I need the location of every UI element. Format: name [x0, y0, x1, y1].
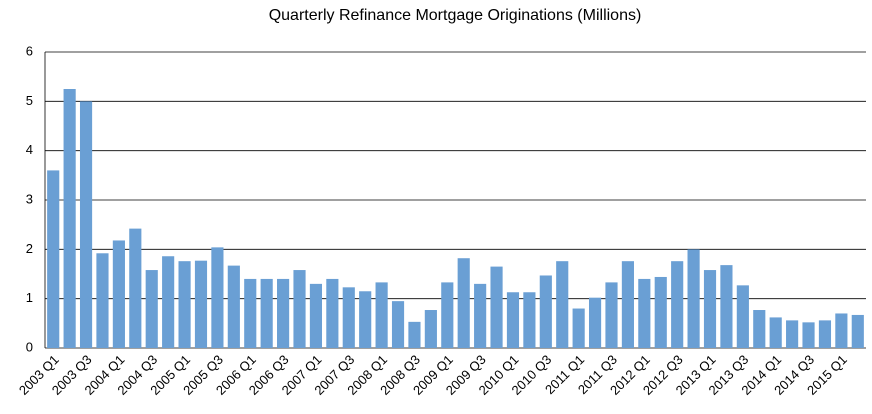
bar [720, 265, 733, 348]
bar [277, 278, 290, 348]
bar [178, 261, 191, 348]
y-tick-label: 4 [26, 142, 33, 157]
bar [687, 249, 700, 348]
bar [391, 301, 405, 348]
bar [818, 320, 832, 348]
bar [769, 317, 782, 348]
y-tick-label: 3 [26, 191, 33, 206]
bar [293, 270, 306, 348]
y-tick-label: 2 [26, 241, 33, 256]
bar [457, 258, 470, 348]
bar [556, 261, 569, 348]
bar [79, 101, 93, 348]
bar [194, 260, 208, 348]
bar [441, 282, 454, 348]
bar [375, 282, 388, 348]
bar [260, 278, 273, 348]
bar [802, 322, 815, 348]
bar [621, 261, 634, 348]
chart-title: Quarterly Refinance Mortgage Origination… [269, 7, 642, 24]
bar [211, 247, 224, 348]
y-tick-label: 6 [26, 43, 33, 58]
bar [638, 278, 651, 348]
bar [835, 313, 848, 348]
bar [572, 308, 585, 348]
bar [129, 228, 142, 348]
bar [753, 310, 766, 348]
bar [227, 265, 240, 348]
bar [112, 240, 125, 348]
bar [654, 276, 667, 348]
bar [703, 270, 717, 348]
bar [786, 320, 799, 348]
bar [523, 292, 536, 348]
y-tick-label: 1 [26, 290, 33, 305]
bar [588, 297, 602, 348]
bar [47, 170, 60, 348]
bar [506, 292, 520, 348]
bar [244, 278, 257, 348]
bar [145, 270, 158, 348]
bar [474, 283, 487, 348]
bar [359, 291, 372, 348]
bar [342, 287, 355, 348]
bar [96, 253, 109, 348]
bar [736, 285, 749, 348]
y-tick-label: 5 [26, 93, 33, 108]
y-tick-label: 0 [26, 339, 33, 354]
bar [309, 283, 323, 348]
bar [671, 261, 684, 348]
bar [605, 282, 618, 348]
bar [851, 314, 864, 348]
bar [162, 256, 175, 348]
bar [490, 266, 503, 348]
bar [539, 275, 552, 348]
bar [408, 321, 421, 348]
bar [424, 310, 437, 348]
bar [326, 278, 339, 348]
bar [63, 89, 76, 348]
